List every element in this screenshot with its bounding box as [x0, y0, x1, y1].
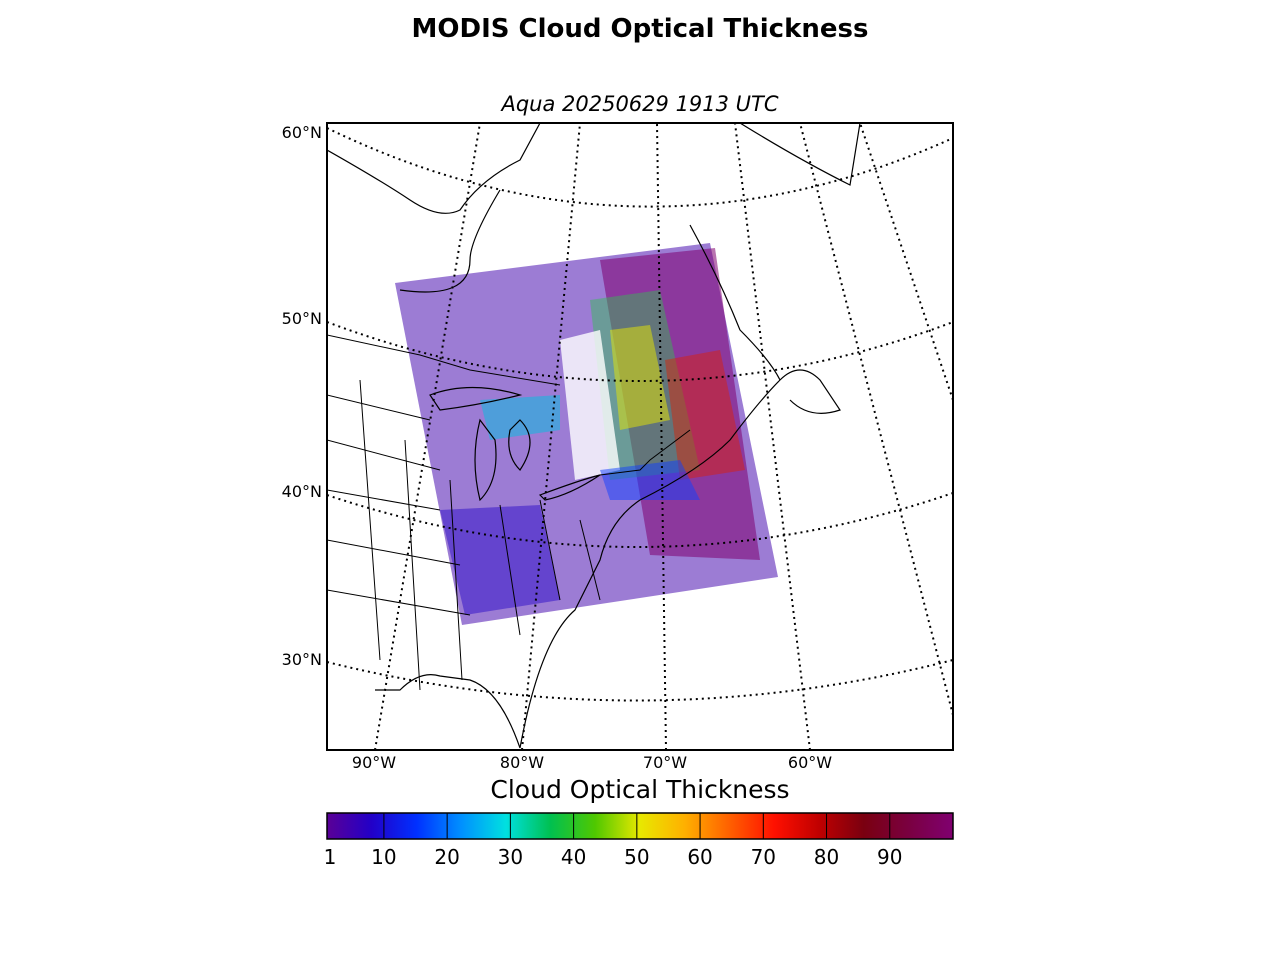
cloud-swath — [395, 243, 778, 625]
colorbar-tick-label: 30 — [497, 845, 524, 869]
figure-subtitle: Aqua 20250629 1913 UTC — [501, 92, 779, 116]
colorbar-tick-label: 1 — [323, 845, 337, 869]
coastline-lake-michigan — [474, 418, 497, 502]
figure-title: MODIS Cloud Optical Thickness — [411, 14, 869, 44]
cloud-swath-band-red — [665, 350, 745, 480]
coast-hudson-bay — [327, 123, 541, 214]
lat-label-50n: 50°N — [281, 309, 322, 328]
colorbar-tick-label: 90 — [877, 845, 903, 869]
colorbar-tick-label: 60 — [687, 845, 713, 869]
parallel-50n — [327, 321, 953, 382]
lat-label-30n: 30°N — [281, 650, 322, 669]
coastline-lake-superior — [429, 386, 523, 411]
cloud-swath-band-blue-2 — [600, 460, 700, 500]
colorbar-title: Cloud Optical Thickness — [490, 775, 790, 804]
coast-east-us — [375, 499, 641, 749]
political-borders — [327, 334, 691, 691]
graticule — [327, 123, 953, 750]
parallel-40n — [327, 492, 953, 548]
map-area[interactable] — [327, 123, 953, 750]
meridian-40w — [859, 123, 953, 401]
coast-maritimes — [639, 224, 841, 501]
lon-label-80w: 80°W — [499, 753, 545, 772]
colorbar-tick-label: 80 — [813, 845, 840, 869]
coastline-lake-huron — [508, 419, 531, 471]
parallel-30n — [327, 659, 953, 702]
colorbar-tick-label: 70 — [750, 845, 777, 869]
border-states — [327, 379, 601, 691]
cloud-swath-band-blue — [440, 505, 560, 615]
map-frame — [326, 122, 954, 751]
coast-labrador — [739, 123, 861, 186]
colorbar-tick-marks — [326, 813, 891, 839]
coastlines — [327, 123, 861, 749]
lon-label-70w: 70°W — [642, 753, 688, 772]
coast-james-bay — [399, 189, 501, 293]
cloud-swath-clear-area — [560, 330, 620, 480]
border-us-canada — [327, 334, 691, 476]
colorbar-tick-label: 50 — [624, 845, 650, 869]
lat-label-40n: 40°N — [281, 482, 322, 501]
parallel-60n — [327, 127, 953, 208]
colorbar-tick-label: 10 — [371, 845, 397, 869]
cloud-swath-band-yellow — [610, 325, 670, 430]
lon-label-90w: 90°W — [351, 753, 397, 772]
colorbar-tick-label: 40 — [560, 845, 587, 869]
lat-label-60n: 60°N — [281, 123, 322, 142]
meridian-70w — [656, 123, 667, 750]
colorbar — [326, 812, 954, 840]
lon-label-60w: 60°W — [787, 753, 833, 772]
meridian-90w — [374, 123, 481, 750]
cloud-swath-band-cyan — [480, 395, 560, 440]
coastline-lake-erie — [538, 474, 601, 501]
colorbar-tick-label: 20 — [434, 845, 460, 869]
